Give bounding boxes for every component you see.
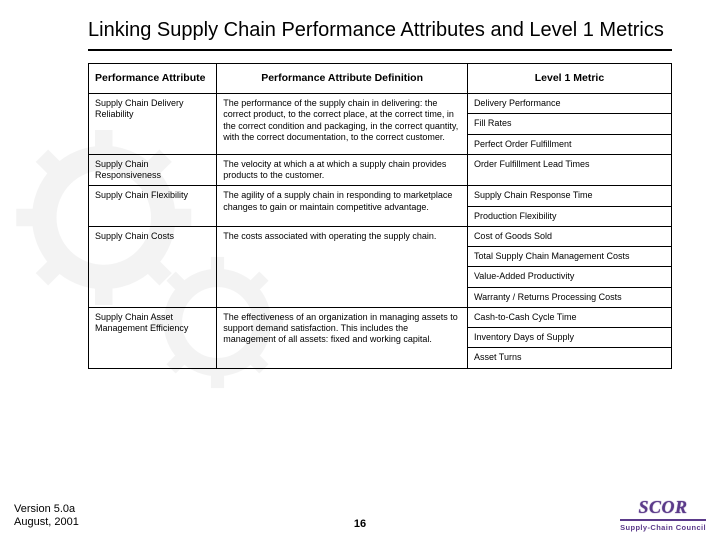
table-row: Supply Chain CostsThe costs associated w… (89, 226, 672, 246)
cell-definition: The effectiveness of an organization in … (217, 307, 468, 368)
table-header-row: Performance Attribute Performance Attrib… (89, 64, 672, 94)
col-header-metric: Level 1 Metric (467, 64, 671, 94)
cell-metric: Warranty / Returns Processing Costs (467, 287, 671, 307)
cell-attribute: Supply Chain Responsiveness (89, 154, 217, 186)
cell-attribute: Supply Chain Costs (89, 226, 217, 307)
logo-bar (620, 519, 706, 521)
slide-content: Linking Supply Chain Performance Attribu… (0, 0, 720, 369)
attributes-table: Performance Attribute Performance Attrib… (88, 63, 672, 369)
cell-attribute: Supply Chain Flexibility (89, 186, 217, 227)
page-title: Linking Supply Chain Performance Attribu… (88, 18, 672, 51)
footer-version: Version 5.0a August, 2001 (14, 503, 79, 531)
date-text: August, 2001 (14, 516, 79, 530)
table-row: Supply Chain Asset Management Efficiency… (89, 307, 672, 327)
cell-metric: Order Fulfillment Lead Times (467, 154, 671, 186)
table-row: Supply Chain FlexibilityThe agility of a… (89, 186, 672, 206)
scor-logo: SCOR Supply-Chain Council (620, 497, 706, 532)
cell-metric: Value-Added Productivity (467, 267, 671, 287)
cell-metric: Supply Chain Response Time (467, 186, 671, 206)
cell-metric: Fill Rates (467, 114, 671, 134)
cell-metric: Delivery Performance (467, 94, 671, 114)
cell-metric: Production Flexibility (467, 206, 671, 226)
cell-definition: The velocity at which a at which a suppl… (217, 154, 468, 186)
cell-metric: Cash-to-Cash Cycle Time (467, 307, 671, 327)
col-header-attribute: Performance Attribute (89, 64, 217, 94)
cell-attribute: Supply Chain Asset Management Efficiency (89, 307, 217, 368)
table-row: Supply Chain Delivery ReliabilityThe per… (89, 94, 672, 114)
logo-main: SCOR (620, 497, 706, 518)
cell-definition: The costs associated with operating the … (217, 226, 468, 307)
cell-metric: Inventory Days of Supply (467, 328, 671, 348)
cell-metric: Cost of Goods Sold (467, 226, 671, 246)
col-header-definition: Performance Attribute Definition (217, 64, 468, 94)
cell-metric: Perfect Order Fulfillment (467, 134, 671, 154)
logo-sub: Supply-Chain Council (620, 523, 706, 532)
cell-metric: Asset Turns (467, 348, 671, 368)
cell-attribute: Supply Chain Delivery Reliability (89, 94, 217, 155)
version-text: Version 5.0a (14, 503, 79, 517)
cell-definition: The agility of a supply chain in respond… (217, 186, 468, 227)
table-row: Supply Chain ResponsivenessThe velocity … (89, 154, 672, 186)
page-number: 16 (354, 518, 366, 530)
cell-metric: Total Supply Chain Management Costs (467, 247, 671, 267)
cell-definition: The performance of the supply chain in d… (217, 94, 468, 155)
